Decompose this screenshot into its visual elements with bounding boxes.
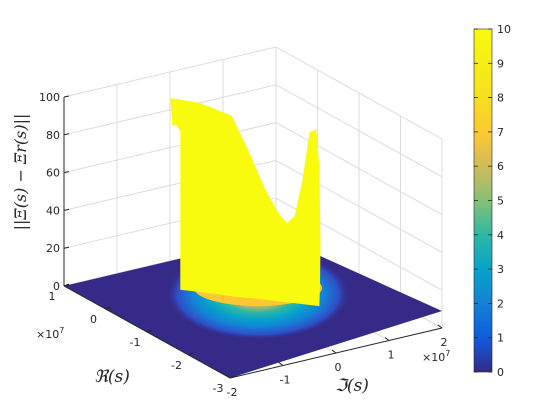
y-tick-label: 0 — [335, 361, 342, 374]
x-tick-label: 1 — [49, 290, 56, 303]
z-tick-label: 80 — [46, 129, 60, 142]
y-tick-mark — [437, 324, 443, 329]
colorbar-tick-label: 1 — [497, 332, 504, 345]
colorbar-tick-label: 2 — [497, 297, 504, 310]
z-tick-label: 100 — [39, 91, 60, 104]
y-tick-label: 2 — [441, 336, 448, 349]
z-tick-mark — [63, 95, 70, 98]
y-axis: -2 -1 0 1 2 — [225, 324, 448, 399]
z-tick-label: 40 — [46, 204, 60, 217]
colorbar-tick-label: 6 — [497, 160, 504, 173]
x-exponent-label: ×107 — [36, 326, 64, 341]
y-tick-label: -2 — [227, 386, 238, 399]
colorbar-tick-label: 5 — [497, 195, 504, 208]
colorbar-tick-label: 9 — [497, 57, 504, 70]
colorbar-tick-label: 0 — [497, 366, 504, 379]
colorbar-ticks: 0 1 2 3 4 5 6 7 8 9 10 — [474, 23, 511, 379]
colorbar-tick-label: 10 — [497, 23, 511, 36]
y-exponent-label: ×107 — [422, 349, 450, 364]
x-tick-mark — [188, 352, 194, 356]
z-axis: 0 20 40 60 80 100 — [39, 91, 70, 293]
x-tick-label: -1 — [130, 336, 141, 349]
y-tick-mark — [278, 362, 284, 366]
z-tick-label: 60 — [46, 167, 60, 180]
colorbar-tick-label: 7 — [497, 126, 504, 139]
colorbar-tick-label: 3 — [497, 263, 504, 276]
z-tick-mark — [63, 208, 70, 211]
y-tick-label: -1 — [280, 374, 291, 387]
colorbar-tick-label: 8 — [497, 92, 504, 105]
y-axis-label: ℑ(s) — [335, 376, 369, 396]
x-tick-mark — [146, 329, 153, 333]
x-tick-mark — [105, 306, 111, 310]
x-axis-label: ℜ(s) — [94, 367, 130, 387]
y-tick-mark — [384, 337, 390, 341]
y-tick-label: 1 — [388, 349, 395, 362]
x-tick-mark — [63, 283, 70, 287]
colorbar-tick-label: 4 — [497, 229, 504, 242]
y-tick-mark — [225, 374, 231, 379]
z-tick-mark — [63, 133, 70, 136]
x-tick-label: 0 — [90, 313, 97, 326]
x-tick-label: -3 — [213, 382, 224, 395]
surface-peak — [170, 98, 321, 307]
x-tick-label: -2 — [171, 359, 182, 372]
y-tick-mark — [331, 349, 337, 354]
z-tick-label: 20 — [46, 242, 60, 255]
z-tick-label: 0 — [53, 280, 60, 293]
z-axis-label: ||Ξ(s) − Ξr(s)|| — [11, 114, 30, 231]
z-tick-mark — [63, 246, 70, 249]
z-tick-mark — [63, 171, 70, 174]
